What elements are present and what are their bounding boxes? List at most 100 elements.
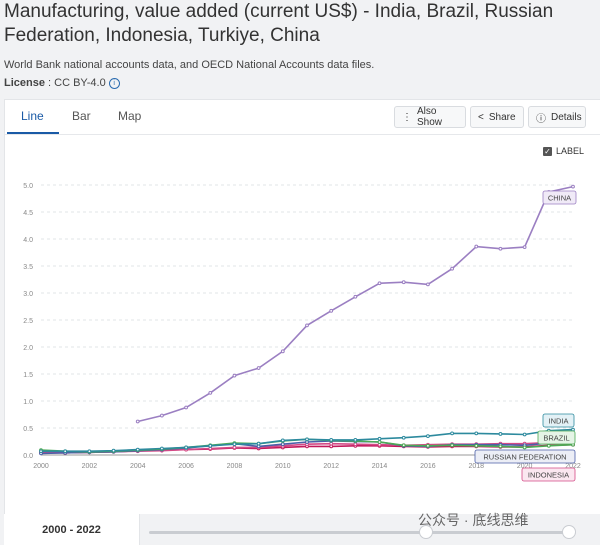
- x-tick-label: 2014: [372, 463, 388, 470]
- y-tick-label: 1.5: [23, 372, 33, 379]
- more-vertical-icon: ⋮: [402, 111, 412, 123]
- series-label: RUSSIAN FEDERATION: [483, 453, 566, 462]
- data-point: [401, 443, 406, 448]
- data-point: [474, 443, 479, 448]
- data-point: [450, 443, 454, 448]
- x-tick-label: 2002: [82, 463, 98, 470]
- tab-bar[interactable]: Bar: [72, 109, 91, 123]
- series-label: CHINA: [548, 194, 571, 203]
- label-toggle[interactable]: ✓ LABEL: [543, 146, 584, 156]
- y-tick-label: 5.0: [23, 183, 33, 190]
- y-tick-label: 4.5: [23, 210, 33, 217]
- data-point: [522, 245, 527, 250]
- also-show-label: Also Show: [417, 106, 443, 128]
- series-label-box: [537, 430, 576, 445]
- range-footer: 2000 - 2022: [4, 514, 600, 545]
- license-line: License : CC BY-4.0 i: [4, 77, 120, 89]
- y-tick-label: 4.0: [23, 237, 33, 244]
- series-label: INDIA: [548, 417, 568, 426]
- data-point: [498, 444, 503, 449]
- data-point: [329, 437, 334, 442]
- range-slider-track[interactable]: [149, 531, 569, 534]
- data-point: [353, 437, 358, 442]
- date-range-label: 2000 - 2022: [4, 514, 140, 545]
- data-point: [280, 349, 285, 354]
- y-tick-label: 2.0: [23, 345, 33, 352]
- x-tick-label: 2000: [33, 463, 49, 470]
- x-tick-label: 2004: [130, 463, 146, 470]
- data-point: [522, 432, 527, 437]
- data-point: [87, 449, 92, 454]
- data-point: [184, 405, 188, 410]
- range-slider-start-handle[interactable]: [419, 525, 433, 539]
- data-point: [426, 443, 430, 448]
- series-label-box: [542, 413, 575, 428]
- data-point: [63, 449, 68, 454]
- data-point: [232, 442, 237, 447]
- data-point: [474, 431, 479, 436]
- tab-line[interactable]: Line: [21, 109, 44, 123]
- data-point: [208, 391, 213, 395]
- checkbox-checked-icon[interactable]: ✓: [543, 146, 552, 156]
- data-point: [426, 434, 430, 439]
- data-point: [498, 246, 503, 251]
- data-point: [184, 445, 188, 450]
- data-point: [377, 281, 382, 286]
- license-value: : CC BY-4.0: [44, 77, 106, 89]
- data-point: [522, 445, 527, 450]
- data-point: [135, 419, 140, 424]
- series-label: INDONESIA: [528, 471, 569, 480]
- series-label-box: [542, 190, 577, 205]
- data-point: [305, 323, 309, 328]
- also-show-button[interactable]: ⋮ Also Show: [394, 106, 466, 128]
- series-label-box: [521, 467, 576, 482]
- details-label: Details: [551, 111, 582, 123]
- y-tick-label: 3.0: [23, 291, 33, 298]
- tab-map[interactable]: Map: [118, 109, 142, 123]
- data-point: [450, 266, 454, 271]
- watermark-text: 公众号 · 底线思维: [418, 512, 529, 528]
- tab-divider: [5, 134, 600, 135]
- active-tab-indicator: [7, 132, 59, 134]
- data-point: [546, 443, 551, 448]
- data-point: [280, 442, 285, 447]
- label-toggle-text: LABEL: [556, 146, 585, 156]
- data-point: [232, 373, 237, 378]
- series-label-box: [474, 449, 576, 464]
- share-label: Share: [488, 111, 516, 123]
- data-point: [160, 446, 164, 451]
- share-icon: <: [478, 111, 484, 123]
- x-tick-label: 2022: [565, 463, 581, 470]
- details-button[interactable]: ⓘ Details: [528, 106, 586, 128]
- data-point: [474, 244, 479, 249]
- data-point: [498, 432, 503, 436]
- y-tick-label: 2.5: [23, 318, 33, 325]
- x-tick-label: 2008: [227, 463, 243, 470]
- data-point: [232, 445, 237, 450]
- x-tick-label: 2018: [468, 463, 484, 470]
- data-point: [571, 427, 575, 432]
- range-slider-end-handle[interactable]: [562, 525, 576, 539]
- data-point: [135, 447, 140, 452]
- y-tick-label: 0.5: [23, 426, 33, 433]
- series-line: [137, 185, 574, 423]
- data-point: [377, 436, 382, 441]
- data-point: [256, 441, 261, 446]
- info-circle-icon: ⓘ: [536, 113, 546, 125]
- info-icon[interactable]: i: [108, 77, 120, 89]
- source-note: World Bank national accounts data, and O…: [4, 59, 375, 71]
- data-point: [111, 448, 116, 453]
- y-tick-label: 1.0: [23, 399, 33, 406]
- x-tick-label: 2020: [517, 463, 533, 470]
- data-point: [39, 449, 43, 454]
- y-tick-label: 0.0: [23, 453, 33, 460]
- data-point: [160, 413, 164, 418]
- data-point: [401, 435, 406, 440]
- data-point: [208, 443, 213, 448]
- data-point: [401, 280, 406, 285]
- page-title: Manufacturing, value added (current US$)…: [4, 1, 554, 46]
- x-tick-label: 2016: [420, 463, 436, 470]
- line-chart: 0.0 0.5 1.0 1.5 2.0 2.5 3.0 3.5 4.0 4.5 5.0 2000 200…: [23, 183, 581, 482]
- share-button[interactable]: < Share: [470, 106, 524, 128]
- data-point: [377, 440, 382, 444]
